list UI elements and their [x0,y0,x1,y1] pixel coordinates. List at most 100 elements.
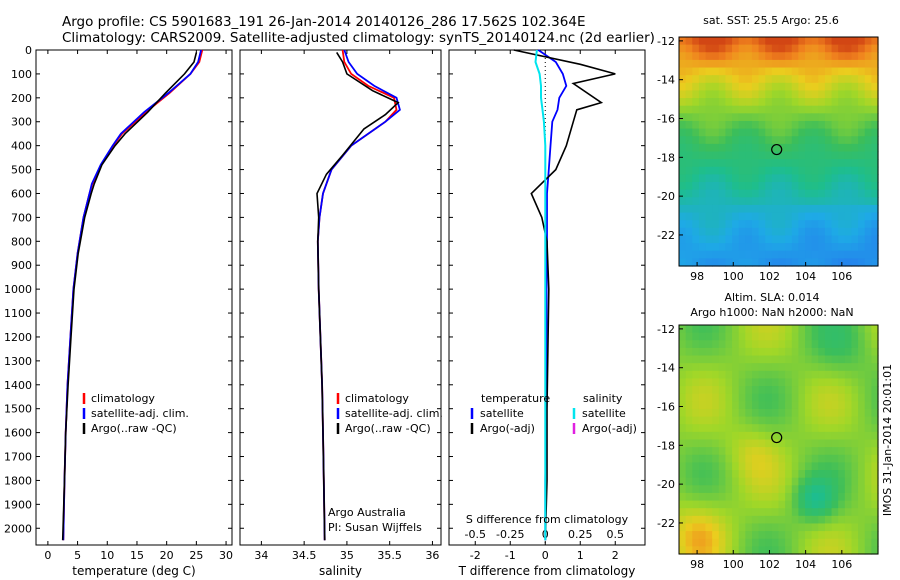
map-cell [858,515,866,525]
legend-entry: satellite-adj. clim. [91,407,189,420]
map-cell [811,431,819,441]
map-cell [871,212,879,221]
map-cell [831,128,839,137]
map-cell [851,151,859,160]
map-cell [738,363,746,372]
map-cell [712,531,720,540]
map-cell [831,113,839,122]
map-cell [844,67,853,76]
map-y-tick-label: -20 [657,190,675,203]
map-cell [778,67,786,76]
map-cell [838,189,846,198]
map-cell [765,75,773,84]
map-cell [805,531,813,540]
map-cell [738,143,746,153]
map-cell [765,363,773,372]
map-cell [745,52,753,61]
map-cell [791,90,799,99]
map-cell [871,220,879,229]
map-cell [811,182,819,191]
map-cell [679,386,687,395]
depth-tick-label: 500 [11,164,32,177]
map-cell [758,477,766,486]
map-cell [685,204,693,214]
map-cell [725,67,733,76]
map-cell [705,546,713,555]
map-cell [692,37,700,46]
map-cell [692,462,700,471]
map-cell [818,235,826,244]
map-cell [758,363,766,372]
map-cell [798,416,806,425]
map-cell [838,485,846,494]
map-cell [851,197,859,206]
map-cell [765,439,773,448]
map-cell [785,250,793,259]
map-cell [705,113,713,122]
map-cell [831,500,839,509]
map-cell [791,492,799,502]
map-cell [758,67,766,76]
map-cell [725,439,733,448]
map-cell [725,363,733,372]
map-cell [844,258,853,267]
argo-location-marker [771,143,783,156]
map-cell [738,431,746,441]
map-cell [738,105,746,114]
map-cell [725,408,733,418]
map-cell [692,332,700,341]
map-cell [732,59,740,69]
map-cell [844,143,853,153]
map-cell [824,431,833,441]
map-cell [685,531,693,540]
map-cell [838,82,846,92]
map-cell [864,492,872,502]
map-cell [785,523,793,532]
map-cell [751,75,760,84]
map-cell [818,546,826,555]
map-cell [745,500,753,509]
map-cell [751,393,760,402]
map-cell [685,212,693,221]
map-cell [738,424,746,433]
map-cell [679,416,687,425]
map-cell [738,546,746,555]
map-cell [725,105,733,114]
map-cell [798,485,806,494]
map-cell [798,531,806,540]
map-cell [778,182,786,191]
map-cell [712,44,720,53]
map-cell [765,128,773,137]
map-cell [725,182,733,191]
map-cell [824,538,833,547]
map-cell [712,485,720,494]
map-cell [844,393,853,402]
x-tick-label: 36 [425,549,439,562]
map-cell [818,98,826,107]
map-cell [778,508,786,517]
map-cell [858,447,866,456]
map-cell [758,462,766,471]
map-cell [818,37,826,46]
map-cell [791,393,799,402]
map-cell [738,220,746,229]
map-cell [705,447,713,456]
series-line-1-0 [316,49,398,541]
map-cell [838,332,846,341]
map-cell [712,182,720,191]
map-cell [831,250,839,259]
map-cell [864,500,872,509]
map-cell [738,439,746,448]
map-cell [851,492,859,502]
map-cell [785,546,793,555]
map-cell [851,159,859,168]
map-cell [698,454,707,463]
map-cell [718,166,727,175]
map-cell [685,332,693,341]
map-cell [778,136,786,145]
map-cell [725,37,733,46]
map-cell [712,523,720,532]
map-cell [725,75,733,84]
map-cell [851,44,859,53]
map-cell [851,386,859,395]
